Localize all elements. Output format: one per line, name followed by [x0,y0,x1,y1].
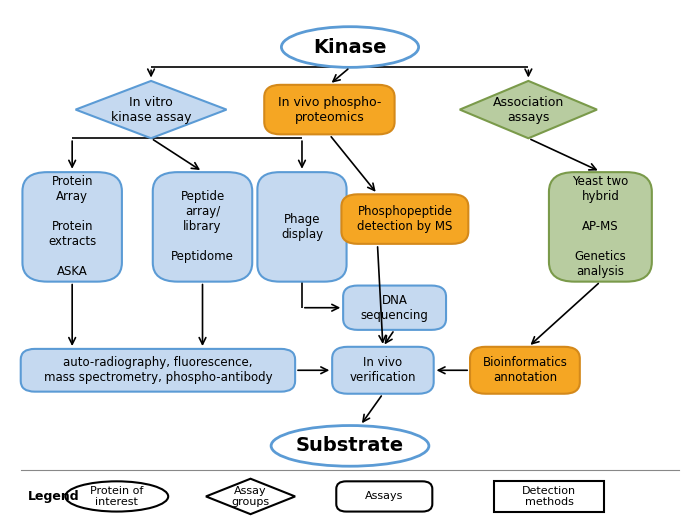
Ellipse shape [65,481,168,512]
FancyBboxPatch shape [549,172,652,281]
FancyBboxPatch shape [22,172,122,281]
Polygon shape [206,479,295,514]
Text: DNA
sequencing: DNA sequencing [360,294,428,322]
Polygon shape [460,81,597,138]
FancyBboxPatch shape [470,347,580,394]
Text: Assay
groups: Assay groups [232,486,270,507]
FancyBboxPatch shape [332,347,434,394]
Text: auto-radiography, fluorescence,
mass spectrometry, phospho-antibody: auto-radiography, fluorescence, mass spe… [43,356,272,384]
FancyBboxPatch shape [21,349,295,392]
FancyBboxPatch shape [153,172,252,281]
Text: Bioinformatics
annotation: Bioinformatics annotation [482,356,568,384]
FancyBboxPatch shape [258,172,346,281]
FancyBboxPatch shape [265,85,395,135]
Polygon shape [76,81,227,138]
Ellipse shape [271,426,429,466]
Text: Phage
display: Phage display [281,213,323,241]
Text: Detection
methods: Detection methods [522,486,576,507]
Text: Assays: Assays [365,492,403,502]
Text: In vivo
verification: In vivo verification [350,356,416,384]
Text: Phosphopeptide
detection by MS: Phosphopeptide detection by MS [357,205,453,233]
Bar [494,481,604,512]
Text: Protein of
interest: Protein of interest [90,486,144,507]
Text: In vitro
kinase assay: In vitro kinase assay [111,96,191,123]
FancyBboxPatch shape [343,286,446,330]
Text: Legend: Legend [27,490,79,503]
FancyBboxPatch shape [336,481,433,512]
Text: In vivo phospho-
proteomics: In vivo phospho- proteomics [278,96,381,123]
Text: Protein
Array

Protein
extracts

ASKA: Protein Array Protein extracts ASKA [48,176,97,278]
Text: Kinase: Kinase [314,38,386,56]
Text: Substrate: Substrate [296,436,404,455]
Text: Yeast two
hybrid

AP-MS

Genetics
analysis: Yeast two hybrid AP-MS Genetics analysis [573,176,629,278]
Ellipse shape [281,27,419,68]
Text: Association
assays: Association assays [493,96,564,123]
FancyBboxPatch shape [342,194,468,244]
Text: Peptide
array/
library

Peptidome: Peptide array/ library Peptidome [171,190,234,263]
